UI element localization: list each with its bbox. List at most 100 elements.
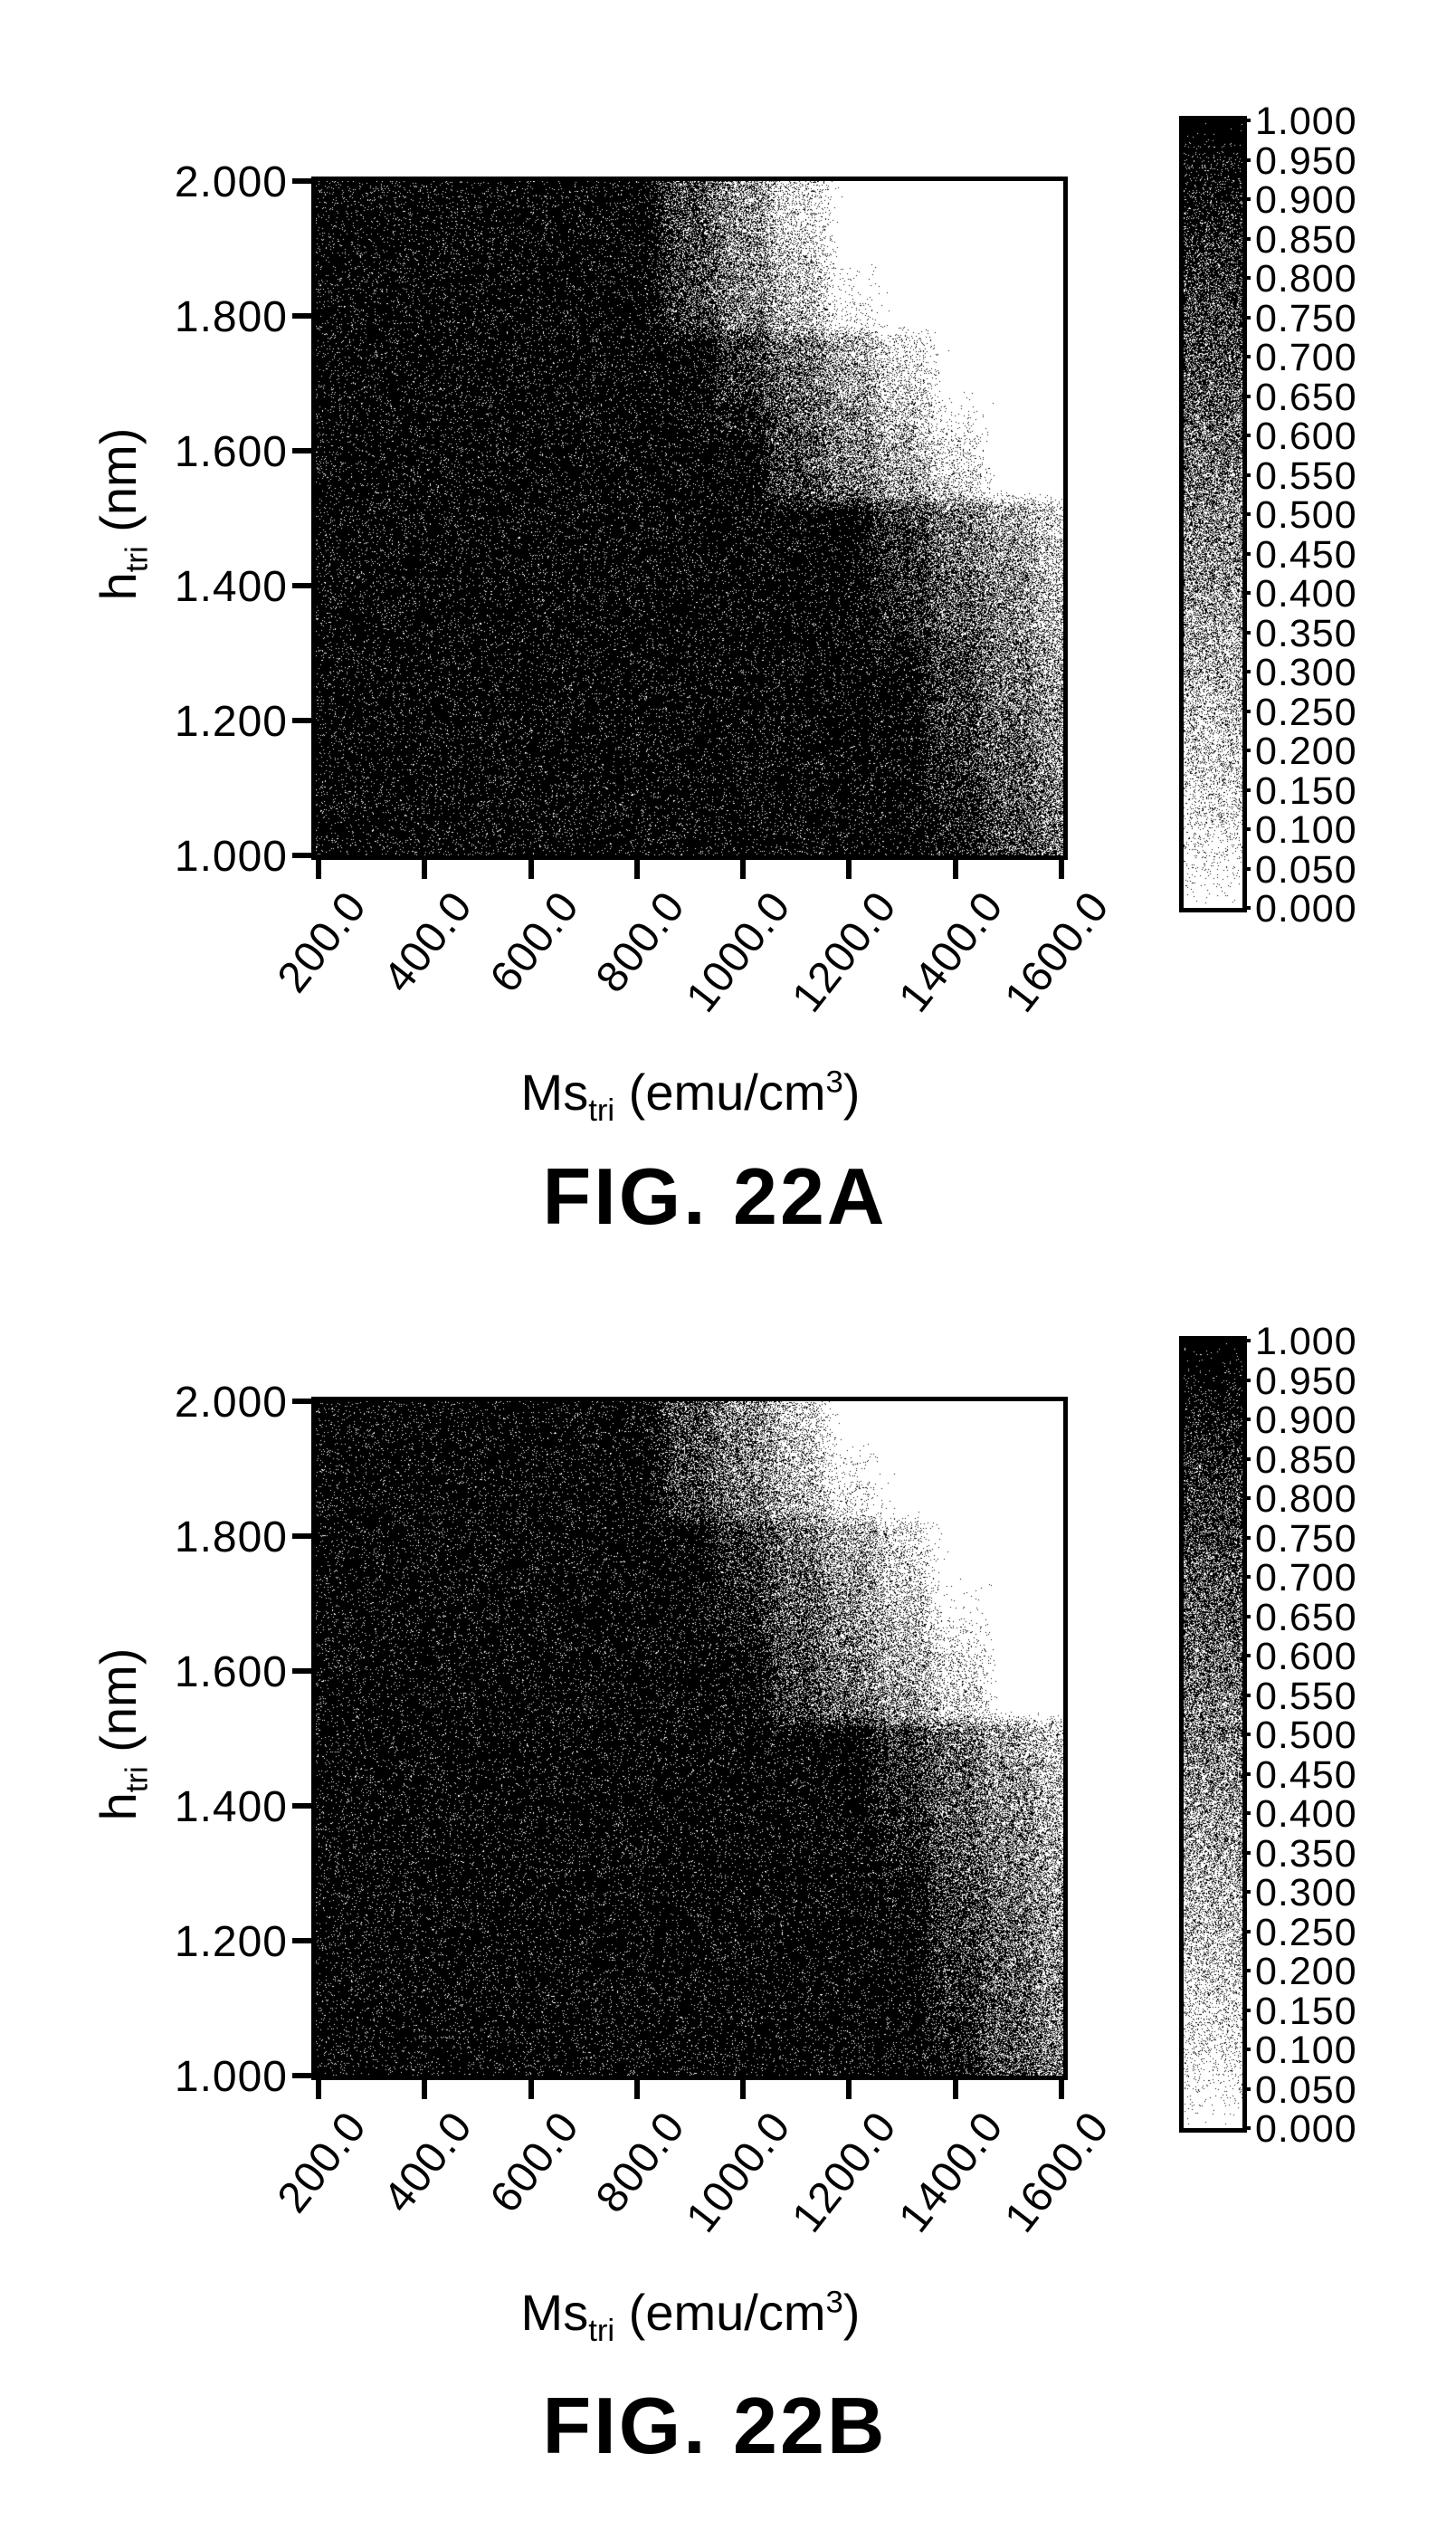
y-tick-mark [292, 1399, 316, 1404]
y-tick-mark [292, 1803, 316, 1809]
x-tick-mark [422, 855, 427, 879]
colorbar-tick-mark [1242, 630, 1251, 635]
colorbar-tick-mark [1242, 473, 1251, 477]
colorbar-label: 0.500 [1255, 1714, 1357, 1757]
colorbar-tick-mark [1242, 1614, 1251, 1618]
x-tick-mark [740, 2076, 746, 2099]
colorbar-label: 0.800 [1255, 1477, 1357, 1521]
colorbar-label: 0.650 [1255, 375, 1357, 419]
colorbar-label: 0.850 [1255, 217, 1357, 262]
colorbar-label: 1.000 [1255, 1320, 1357, 1363]
colorbar-label: 0.650 [1255, 1595, 1357, 1639]
colorbar-tick-mark [1242, 749, 1251, 752]
colorbar-label: 0.300 [1255, 651, 1357, 694]
colorbar-label: 0.900 [1255, 178, 1357, 222]
colorbar-label: 0.750 [1255, 1516, 1357, 1561]
colorbar-tick-mark [1242, 512, 1251, 516]
colorbar-canvas-22b [1184, 1341, 1242, 2128]
colorbar-tick-mark [1242, 788, 1251, 792]
colorbar-tick-mark [1242, 709, 1251, 713]
x-tick-label: 1000.0 [677, 883, 801, 1022]
figure-caption-22a: FIG. 22A [542, 1151, 888, 1241]
colorbar-tick-mark [1242, 1339, 1251, 1342]
colorbar-tick-mark [1242, 355, 1251, 358]
colorbar-tick-mark [1242, 1575, 1251, 1579]
figure-caption-22b: FIG. 22B [542, 2381, 888, 2470]
colorbar-tick-mark [1242, 236, 1251, 241]
colorbar-label: 0.150 [1255, 1989, 1357, 2033]
colorbar-label: 0.450 [1255, 532, 1357, 577]
heatmap-canvas-22a [316, 181, 1063, 855]
y-tick-label: 1.800 [174, 1513, 288, 1561]
x-tick-label: 400.0 [374, 883, 482, 1002]
colorbar-tick-mark [1242, 1811, 1251, 1815]
colorbar-tick-mark [1242, 197, 1251, 201]
x-tick-label: 1400.0 [890, 2103, 1013, 2242]
x-tick-label: 200.0 [268, 883, 376, 1002]
colorbar-label: 0.950 [1255, 138, 1357, 183]
colorbar-label: 0.600 [1255, 415, 1357, 458]
colorbar-label: 0.050 [1255, 847, 1357, 892]
x-tick-mark [528, 2076, 534, 2099]
y-tick-mark [292, 1533, 316, 1539]
x-tick-mark [846, 2076, 852, 2099]
colorbar-tick-mark [1242, 1496, 1251, 1500]
y-tick-label: 1.200 [174, 1918, 288, 1966]
x-tick-mark [528, 855, 534, 879]
y-tick-mark [292, 178, 316, 184]
colorbar-tick-mark [1242, 1456, 1251, 1461]
colorbar-tick-mark [1242, 2048, 1251, 2051]
colorbar-label: 0.300 [1255, 1871, 1357, 1914]
colorbar-tick-mark [1242, 119, 1251, 122]
x-tick-label: 1600.0 [995, 2103, 1119, 2242]
colorbar-label: 0.400 [1255, 1792, 1357, 1836]
y-tick-mark [292, 1938, 316, 1943]
colorbar-label: 0.850 [1255, 1437, 1357, 1482]
colorbar-tick-mark [1242, 315, 1251, 320]
colorbar-label: 0.100 [1255, 2029, 1357, 2072]
x-tick-label: 1200.0 [783, 2103, 907, 2242]
y-tick-label: 1.000 [174, 833, 288, 881]
colorbar-tick-mark [1242, 2126, 1251, 2130]
colorbar-canvas-22a [1184, 120, 1242, 908]
y-tick-label: 1.400 [174, 563, 288, 611]
colorbar-label: 0.900 [1255, 1399, 1357, 1442]
colorbar-label: 0.950 [1255, 1359, 1357, 1403]
colorbar-label: 0.800 [1255, 257, 1357, 301]
colorbar-label: 0.550 [1255, 1674, 1357, 1718]
colorbar-label: 0.750 [1255, 296, 1357, 340]
x-tick-mark [740, 855, 746, 879]
x-tick-mark [316, 2076, 321, 2099]
colorbar-label: 0.700 [1255, 1556, 1357, 1599]
colorbar-label: 0.400 [1255, 572, 1357, 616]
colorbar-label: 0.550 [1255, 453, 1357, 498]
colorbar-tick-mark [1242, 1654, 1251, 1657]
colorbar-label: 0.200 [1255, 1950, 1357, 1993]
colorbar-label: 0.100 [1255, 808, 1357, 852]
colorbar-tick-mark [1242, 827, 1251, 831]
colorbar-label: 0.350 [1255, 611, 1357, 655]
x-tick-label: 600.0 [481, 2103, 589, 2222]
x-tick-mark [634, 855, 640, 879]
colorbar-tick-mark [1242, 2086, 1251, 2091]
colorbar-tick-mark [1242, 906, 1251, 910]
y-tick-mark [292, 313, 316, 319]
y-tick-mark [292, 718, 316, 723]
colorbar-label: 0.250 [1255, 690, 1357, 734]
colorbar-tick-mark [1242, 1418, 1251, 1421]
x-tick-mark [846, 855, 852, 879]
heatmap-canvas-22b [316, 1401, 1063, 2076]
x-tick-label: 1600.0 [995, 883, 1119, 1022]
colorbar-tick-mark [1242, 1969, 1251, 1972]
x-tick-label: 1000.0 [677, 2103, 801, 2242]
colorbar-tick-mark [1242, 2008, 1251, 2012]
x-tick-label: 1200.0 [783, 883, 907, 1022]
colorbar-label: 0.600 [1255, 1635, 1357, 1678]
colorbar-label: 0.000 [1255, 887, 1357, 931]
x-axis-label-22b: Mstri (emu/cm3) [520, 2284, 861, 2349]
colorbar-tick-mark [1242, 1693, 1251, 1697]
colorbar-tick-mark [1242, 670, 1251, 673]
x-tick-label: 1400.0 [890, 883, 1013, 1022]
x-tick-mark [316, 855, 321, 879]
